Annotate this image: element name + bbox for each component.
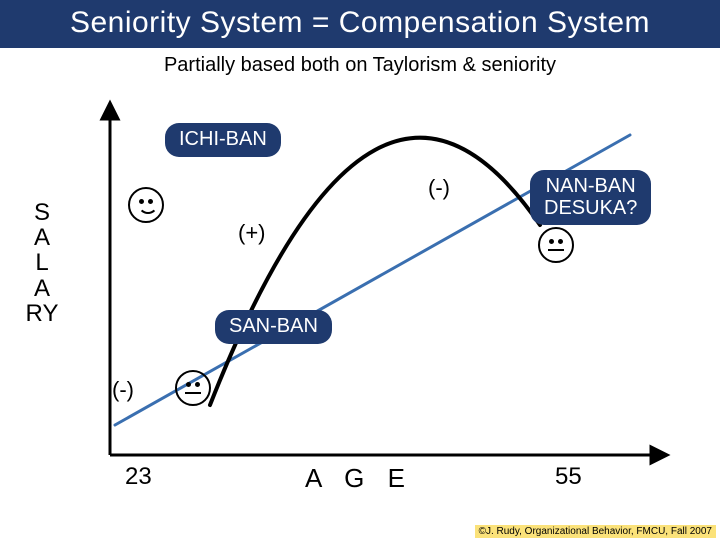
x-tick-end: 55 xyxy=(555,463,582,491)
curves xyxy=(70,115,670,475)
callout-nanban: NAN-BANDESUKA? xyxy=(530,170,651,225)
plus-sign: (+) xyxy=(238,220,266,246)
footer-credit: ©J. Rudy, Organizational Behavior, FMCU,… xyxy=(475,525,716,538)
x-axis-label: A G E xyxy=(305,463,413,494)
callout-sanban: SAN-BAN xyxy=(215,310,332,344)
minus-sign-left: (-) xyxy=(112,377,134,403)
page-title: Seniority System = Compensation System xyxy=(0,0,720,48)
chart: ICHI-BAN (+) (-) SAN-BAN (-) NAN-BANDESU… xyxy=(70,115,670,475)
callout-ichiban: ICHI-BAN xyxy=(165,123,281,157)
x-tick-start: 23 xyxy=(125,463,152,491)
subtitle: Partially based both on Taylorism & seni… xyxy=(0,54,720,77)
productivity-curve xyxy=(210,138,540,405)
y-axis-label: SALARY xyxy=(22,200,62,326)
happy-face-icon xyxy=(128,187,164,223)
neutral-face-right-icon xyxy=(538,227,574,263)
neutral-face-icon xyxy=(175,370,211,406)
minus-sign-top: (-) xyxy=(428,175,450,201)
